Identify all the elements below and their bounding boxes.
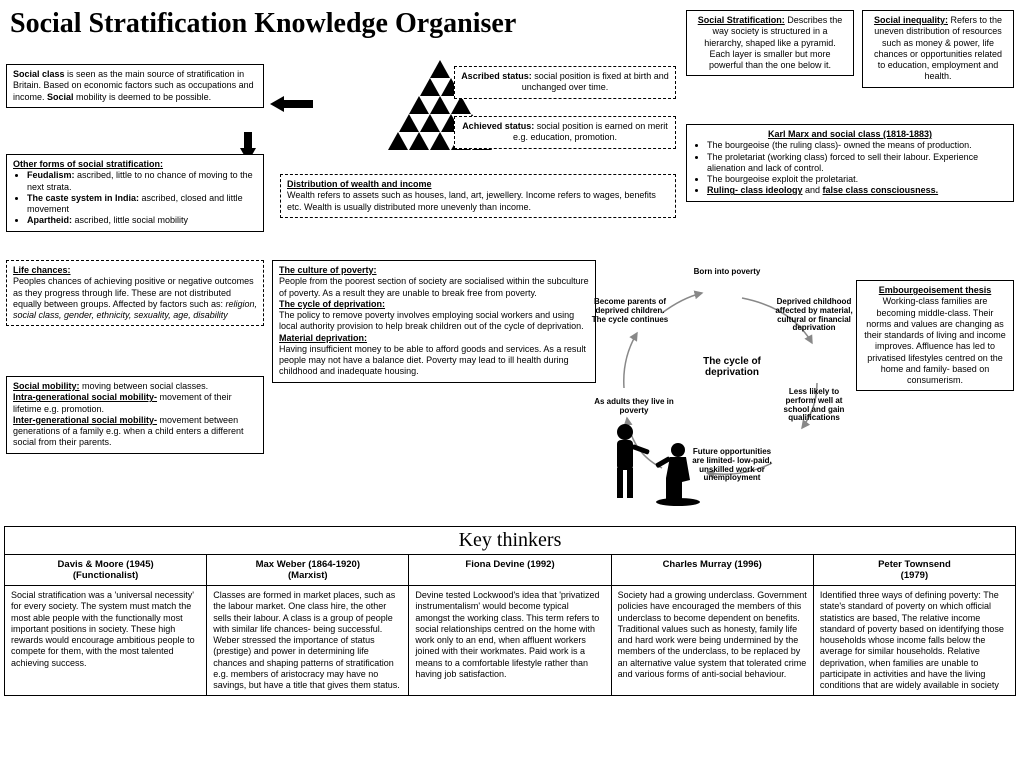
- item: Ruling- class ideology and false class c…: [707, 185, 1007, 196]
- heading: Social Stratification:: [698, 15, 785, 25]
- kt-cell: Society had a growing underclass. Govern…: [612, 586, 814, 695]
- t: social position is earned on merit e.g. …: [513, 121, 668, 142]
- t: mobility is deemed to be possible.: [74, 92, 212, 102]
- cycle-node: Less likely to perform well at school an…: [774, 388, 854, 423]
- cycle-node: Born into poverty: [687, 268, 767, 277]
- kt-title: Key thinkers: [5, 527, 1015, 554]
- heading: Social inequality:: [874, 15, 948, 25]
- item: The proletariat (working class) forced t…: [707, 152, 1007, 175]
- t: moving between social classes.: [80, 381, 209, 391]
- heading: Embourgeoisement thesis: [863, 285, 1007, 296]
- box-social-inequality: Social inequality: Refers to the uneven …: [862, 10, 1014, 88]
- t: social position is fixed at birth and un…: [522, 71, 669, 92]
- arrow-left-icon: [270, 96, 284, 112]
- kt-body-row: Social stratification was a 'universal n…: [5, 586, 1015, 695]
- text: Working-class families are becoming midd…: [863, 296, 1007, 386]
- box-embourg: Embourgeoisement thesis Working-class fa…: [856, 280, 1014, 391]
- cycle-center: The cycle of deprivation: [682, 356, 782, 378]
- h: Ascribed status:: [461, 71, 532, 81]
- h: The culture of poverty:: [279, 265, 589, 276]
- box-ascribed: Ascribed status: social position is fixe…: [454, 66, 676, 99]
- kt-cell: Identified three ways of defining povert…: [814, 586, 1015, 695]
- kt-cell: Social stratification was a 'universal n…: [5, 586, 207, 695]
- box-life-chances: Life chances: Peoples chances of achievi…: [6, 260, 264, 326]
- kt-header: Peter Townsend(1979): [814, 555, 1015, 585]
- kt-header: Max Weber (1864-1920)(Marxist): [207, 555, 409, 585]
- heading: Life chances:: [13, 265, 257, 276]
- box-social-stratification: Social Stratification: Describes the way…: [686, 10, 854, 76]
- kt-header-row: Davis & Moore (1945)(Functionalist) Max …: [5, 554, 1015, 586]
- cycle-node: As adults they live in poverty: [594, 398, 674, 416]
- box-social-class: Social class is seen as the main source …: [6, 64, 264, 108]
- text: Wealth refers to assets such as houses, …: [287, 190, 669, 213]
- kt-cell: Classes are formed in market places, suc…: [207, 586, 409, 695]
- page-title: Social Stratification Knowledge Organise…: [10, 8, 516, 40]
- box-other-forms: Other forms of social stratification: Fe…: [6, 154, 264, 232]
- cycle-node: Deprived childhood affected by material,…: [774, 298, 854, 333]
- box-mobility: Social mobility: moving between social c…: [6, 376, 264, 454]
- box-culture: The culture of poverty: People from the …: [272, 260, 596, 383]
- h: Inter-generational social mobility-: [13, 415, 157, 425]
- t: Social: [47, 92, 74, 102]
- t: People from the poorest section of socie…: [279, 276, 589, 299]
- h: Social mobility:: [13, 381, 80, 391]
- item: Feudalism: ascribed, little to no chance…: [27, 170, 257, 193]
- people-silhouette-icon: [600, 420, 710, 510]
- heading: Other forms of social stratification:: [13, 159, 257, 170]
- box-marx: Karl Marx and social class (1818-1883) T…: [686, 124, 1014, 202]
- item: Apartheid: ascribed, little social mobil…: [27, 215, 257, 226]
- h: The cycle of deprivation:: [279, 299, 589, 310]
- box-achieved: Achieved status: social position is earn…: [454, 116, 676, 149]
- t: Peoples chances of achieving positive or…: [13, 276, 254, 309]
- t: Social class: [13, 69, 65, 79]
- item: The caste system in India: ascribed, clo…: [27, 193, 257, 216]
- item: The bourgeoise exploit the proletariat.: [707, 174, 1007, 185]
- h: Achieved status:: [462, 121, 534, 131]
- key-thinkers-table: Key thinkers Davis & Moore (1945)(Functi…: [4, 526, 1016, 696]
- t: The policy to remove poverty involves em…: [279, 310, 589, 333]
- heading: Distribution of wealth and income: [287, 179, 669, 190]
- h: Intra-generational social mobility-: [13, 392, 157, 402]
- kt-header: Fiona Devine (1992): [409, 555, 611, 585]
- kt-cell: Devine tested Lockwood's idea that 'priv…: [409, 586, 611, 695]
- cycle-node: Become parents of deprived children. The…: [590, 298, 670, 324]
- t: Having insufficient money to be able to …: [279, 344, 589, 378]
- item: The bourgeoise (the ruling class)- owned…: [707, 140, 1007, 151]
- h: Material deprivation:: [279, 333, 589, 344]
- box-wealth: Distribution of wealth and income Wealth…: [280, 174, 676, 218]
- kt-header: Davis & Moore (1945)(Functionalist): [5, 555, 207, 585]
- heading: Karl Marx and social class (1818-1883): [693, 129, 1007, 140]
- kt-header: Charles Murray (1996): [612, 555, 814, 585]
